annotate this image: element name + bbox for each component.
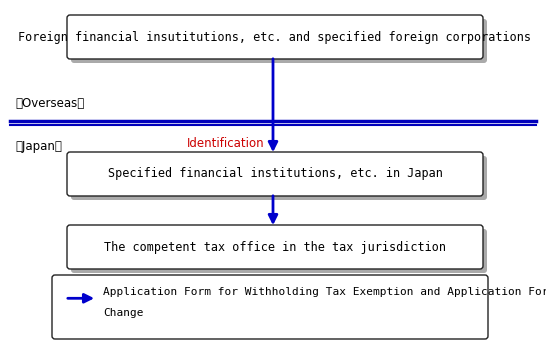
- FancyBboxPatch shape: [52, 275, 488, 339]
- Text: Foreign financial insutitutions, etc. and specified foreign corporations: Foreign financial insutitutions, etc. an…: [19, 30, 531, 43]
- Text: （Japan）: （Japan）: [15, 140, 62, 153]
- FancyBboxPatch shape: [71, 156, 487, 200]
- FancyBboxPatch shape: [71, 229, 487, 273]
- Text: Identification: Identification: [187, 137, 265, 150]
- FancyBboxPatch shape: [71, 19, 487, 63]
- Text: Change: Change: [103, 297, 144, 318]
- FancyBboxPatch shape: [67, 225, 483, 269]
- Text: Specified financial institutions, etc. in Japan: Specified financial institutions, etc. i…: [108, 168, 442, 180]
- FancyBboxPatch shape: [67, 152, 483, 196]
- Text: Application Form for Withholding Tax Exemption and Application Form for: Application Form for Withholding Tax Exe…: [103, 287, 546, 297]
- FancyBboxPatch shape: [67, 15, 483, 59]
- Text: （Overseas）: （Overseas）: [15, 97, 84, 110]
- Text: The competent tax office in the tax jurisdiction: The competent tax office in the tax juri…: [104, 240, 446, 254]
